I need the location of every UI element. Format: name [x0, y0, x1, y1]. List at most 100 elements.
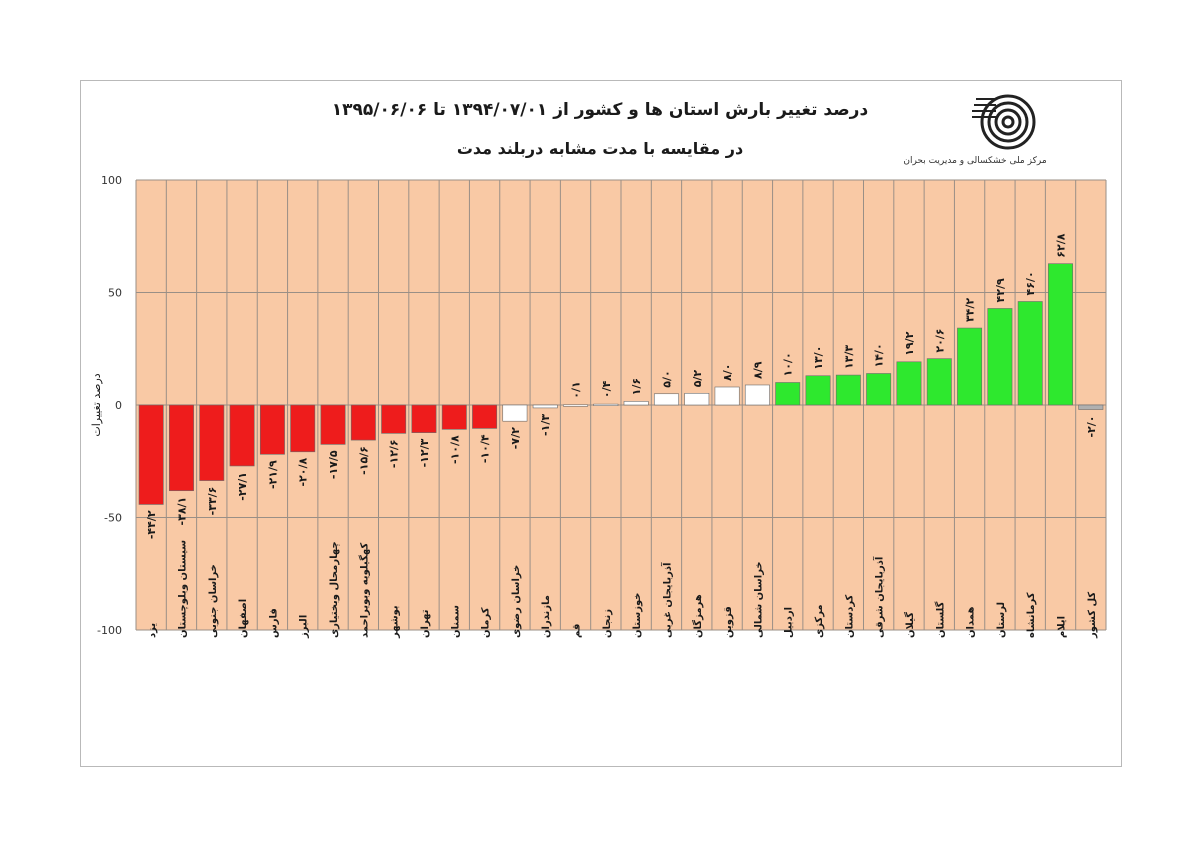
bar — [138, 404, 164, 505]
category-label: زنجان — [602, 609, 613, 638]
data-label: -۲۱/۹ — [266, 460, 279, 489]
bar — [926, 358, 952, 406]
category-label: سمنان — [450, 605, 461, 638]
bar — [350, 404, 376, 441]
data-label: -۱۲/۶ — [388, 439, 401, 468]
category-label: کل کشور — [1087, 592, 1098, 639]
category-label: البرز — [299, 615, 310, 639]
category-label: مازندران — [541, 595, 552, 638]
category-label: آذربایجان غربی — [660, 562, 673, 638]
data-label: ۰/۱ — [570, 381, 583, 398]
category-label: چهارمحال وبختیاری — [329, 541, 340, 638]
bar — [290, 404, 316, 453]
category-label: کهگیلویه وبویراحمد — [357, 543, 370, 638]
category-label: خراسان جنوبی — [208, 564, 219, 638]
y-tick-label: 50 — [108, 287, 122, 300]
category-label: ایلام — [1057, 616, 1068, 638]
y-tick-label: -100 — [97, 624, 122, 637]
data-label: ۱۳/۳ — [842, 345, 855, 369]
data-label: ۴۶/۰ — [1024, 271, 1037, 295]
data-label: ۱/۶ — [630, 378, 643, 395]
bar — [1017, 301, 1043, 406]
category-label: اردبیل — [784, 607, 795, 638]
data-label: ۱۰/۰ — [782, 352, 795, 376]
category-label: لرستان — [996, 602, 1007, 638]
bar — [1048, 263, 1073, 406]
y-tick-label: -50 — [104, 512, 122, 525]
category-label: قم — [572, 624, 583, 638]
bar — [320, 404, 346, 445]
bar — [866, 373, 892, 406]
data-label: -۳۸/۱ — [175, 497, 188, 526]
bar — [623, 401, 649, 406]
bar — [684, 392, 710, 406]
bar — [896, 361, 922, 406]
data-label: -۱۰/۴ — [479, 434, 492, 463]
bar — [714, 386, 740, 406]
data-label: ۵/۲ — [691, 370, 704, 388]
category-label: هرمزگان — [691, 594, 704, 638]
data-label: -۲۷/۱ — [236, 472, 249, 501]
data-label: -۲۰/۸ — [297, 458, 310, 487]
logo-caption: مرکز ملی خشکسالی و مدیریت بحران — [903, 156, 1047, 166]
bar — [744, 384, 770, 406]
bar — [957, 327, 983, 406]
category-label: کردستان — [844, 594, 855, 638]
category-label: خراسان شمالی — [753, 561, 764, 638]
data-label: ۰/۴ — [600, 380, 613, 398]
category-label: اصفهان — [238, 599, 249, 638]
category-label: همدان — [966, 607, 977, 638]
data-label: -۱۷/۵ — [327, 450, 340, 479]
bar — [199, 404, 225, 481]
category-label: قزوین — [723, 606, 734, 638]
data-label: -۲/۰ — [1085, 416, 1098, 438]
bar — [532, 404, 558, 409]
category-label: کرمانشاه — [1026, 592, 1037, 638]
bar — [593, 403, 619, 406]
category-label: کرمان — [481, 607, 492, 638]
category-label: آذربایجان شرقی — [873, 556, 886, 638]
data-label: ۱۹/۲ — [903, 331, 916, 355]
chart-title: درصد تغییر بارش استان ها و کشور از ۱۳۹۴/… — [331, 100, 869, 120]
bar — [381, 404, 407, 434]
bar — [987, 308, 1013, 406]
data-label: ۴۲/۹ — [994, 278, 1007, 302]
data-label: ۶۲/۸ — [1055, 233, 1068, 257]
category-label: یزد — [147, 623, 158, 638]
category-label: تهران — [420, 609, 431, 638]
bar — [805, 375, 831, 406]
category-label: مرکزی — [814, 604, 825, 638]
data-label: -۱۵/۶ — [357, 446, 370, 475]
data-label: -۱۰/۸ — [448, 435, 461, 464]
category-label: گلستان — [933, 601, 946, 638]
bar — [472, 404, 498, 429]
bar — [835, 374, 861, 406]
category-label: فارس — [268, 608, 279, 638]
data-label: ۸/۰ — [721, 364, 734, 381]
data-label: -۴۴/۲ — [145, 510, 158, 539]
data-label: ۲۰/۶ — [933, 328, 946, 352]
data-label: ۱۳/۰ — [812, 346, 825, 370]
category-label: بوشهر — [390, 605, 401, 639]
data-label: ۱۴/۰ — [873, 343, 886, 367]
category-label: گیلان — [903, 612, 916, 638]
bar — [1078, 404, 1104, 410]
data-label: ۸/۹ — [751, 361, 764, 379]
data-label: -۳۳/۶ — [206, 487, 219, 516]
category-label: خراسان رضوی — [511, 565, 522, 638]
y-tick-label: 0 — [115, 399, 122, 412]
bar — [775, 382, 801, 406]
bar — [259, 404, 285, 455]
data-label: ۳۴/۲ — [964, 298, 977, 322]
logo-icon — [972, 94, 1036, 150]
bar — [169, 404, 194, 492]
data-label: -۷/۲ — [509, 427, 522, 449]
bar — [654, 393, 679, 406]
y-axis-label: درصد تغییرات — [90, 373, 103, 436]
data-label: ۵/۰ — [660, 370, 673, 387]
chart-subtitle: در مقایسه با مدت مشابه دربلند مدت — [456, 139, 744, 158]
bar — [502, 404, 528, 422]
data-label: -۱۲/۳ — [418, 438, 431, 467]
y-tick-label: 100 — [101, 174, 122, 187]
